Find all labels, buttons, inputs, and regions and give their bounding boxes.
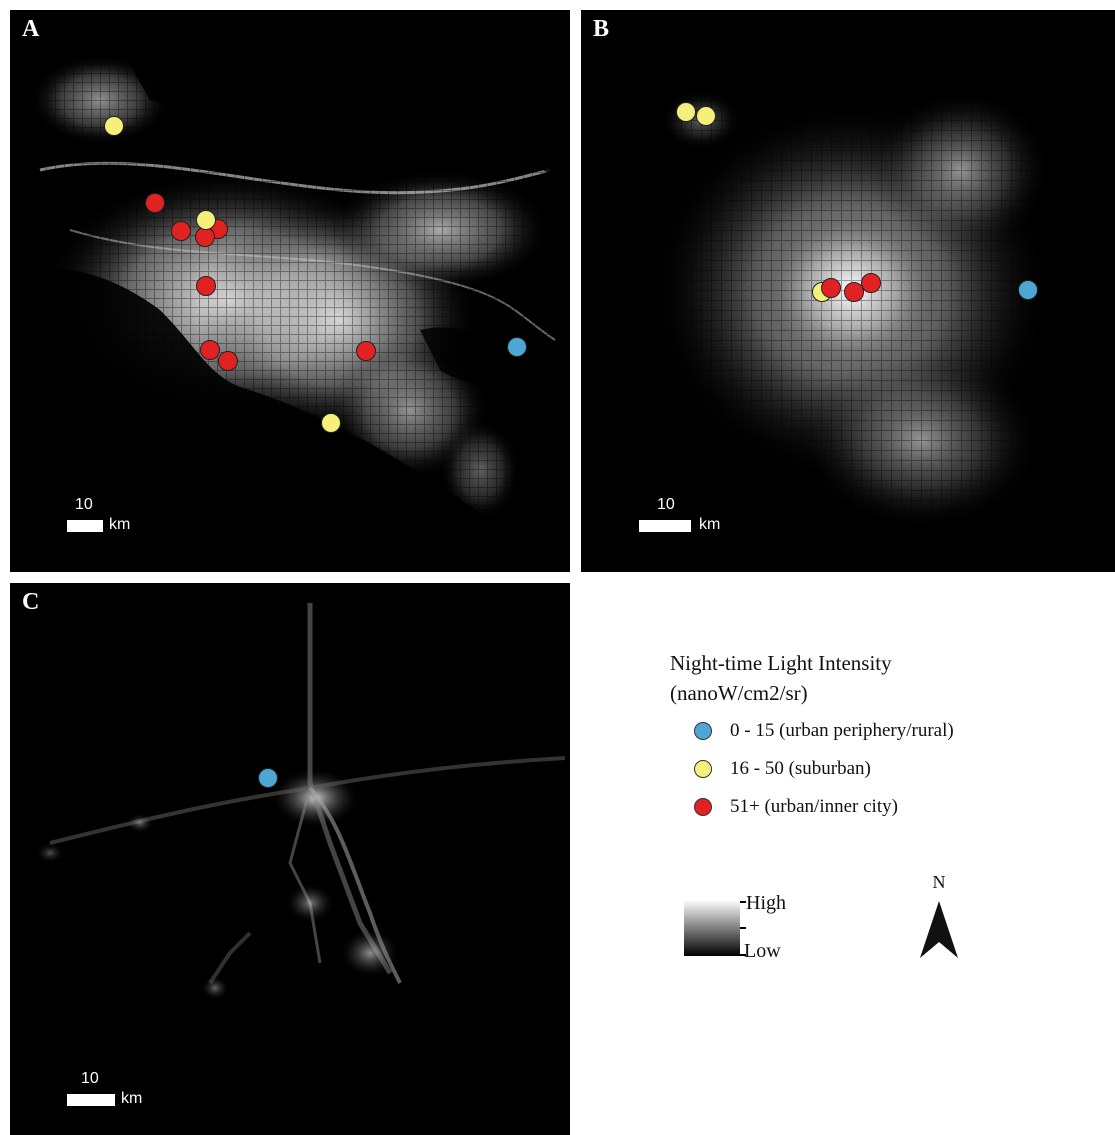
legend-swatch bbox=[694, 760, 712, 778]
ramp-tick-high bbox=[740, 901, 746, 903]
scale-bar-graphic bbox=[67, 520, 103, 532]
map-panel-a: A 10 km bbox=[10, 10, 570, 572]
north-letter: N bbox=[932, 872, 946, 892]
panel-label-a: A bbox=[22, 16, 40, 42]
legend-item-label: 0 - 15 (urban periphery/rural) bbox=[730, 720, 954, 741]
scale-value: 10 bbox=[657, 496, 675, 513]
site-marker-suburban bbox=[196, 210, 216, 230]
site-marker-urban bbox=[171, 221, 191, 241]
legend-item-label: 51+ (urban/inner city) bbox=[730, 796, 898, 817]
scale-unit: km bbox=[699, 516, 721, 533]
site-marker-urban bbox=[195, 227, 215, 247]
legend-swatch bbox=[694, 798, 712, 816]
site-marker-urban bbox=[145, 193, 165, 213]
legend-item-label: 16 - 50 (suburban) bbox=[730, 758, 871, 779]
site-marker-suburban bbox=[104, 116, 124, 136]
site-marker-urban bbox=[200, 340, 220, 360]
legend-title: Night-time Light Intensity bbox=[670, 651, 892, 675]
site-marker-urban bbox=[844, 282, 864, 302]
legend-units: (nanoW/cm2/sr) bbox=[670, 681, 808, 705]
scale-unit: km bbox=[121, 1090, 143, 1107]
scale-bar-graphic bbox=[67, 1094, 115, 1106]
map-panel-c: C 10 km bbox=[10, 583, 570, 1135]
site-marker-rural bbox=[507, 337, 527, 357]
legend-swatch bbox=[694, 722, 712, 740]
site-marker-urban bbox=[218, 351, 238, 371]
panel-label-c: C bbox=[22, 589, 40, 615]
site-marker-suburban bbox=[676, 102, 696, 122]
ramp-tick-low bbox=[740, 954, 746, 956]
scale-value: 10 bbox=[81, 1070, 99, 1087]
scale-bar-graphic bbox=[639, 520, 691, 532]
site-marker-suburban bbox=[696, 106, 716, 126]
ramp-tick-mid bbox=[740, 927, 746, 929]
site-marker-urban bbox=[861, 273, 881, 293]
scale-value: 10 bbox=[75, 496, 93, 513]
ramp-label-low: Low bbox=[744, 940, 781, 962]
night-lights-raster-c bbox=[36, 603, 566, 1000]
site-marker-urban bbox=[356, 341, 376, 361]
site-marker-rural bbox=[258, 768, 278, 788]
site-marker-rural bbox=[1018, 280, 1038, 300]
legend: Night-time Light Intensity (nanoW/cm2/sr… bbox=[670, 648, 1100, 817]
north-arrow-icon bbox=[920, 901, 958, 958]
north-arrow: N bbox=[914, 872, 964, 962]
night-lights-raster-a bbox=[10, 10, 570, 572]
site-marker-urban bbox=[196, 276, 216, 296]
scale-unit: km bbox=[109, 516, 131, 533]
map-panel-b: B 10 km bbox=[581, 10, 1115, 572]
panel-label-b: B bbox=[593, 16, 610, 42]
site-marker-suburban bbox=[321, 413, 341, 433]
intensity-color-ramp bbox=[684, 900, 740, 956]
site-marker-urban bbox=[821, 278, 841, 298]
ramp-label-high: High bbox=[746, 892, 786, 914]
